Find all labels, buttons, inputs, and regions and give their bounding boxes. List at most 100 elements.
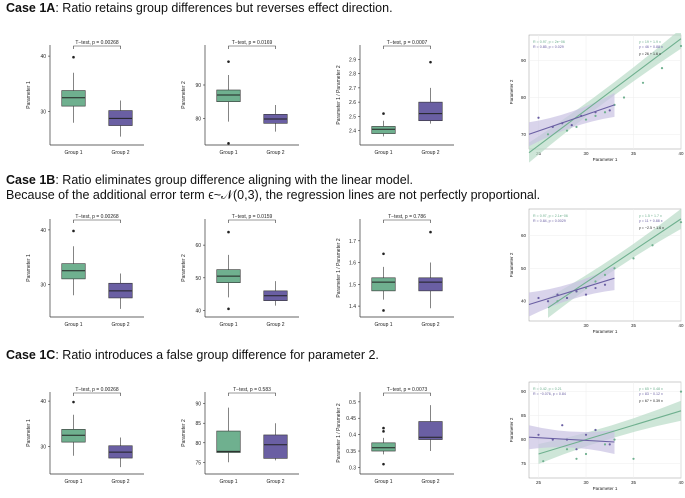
- y-tick-label: 2.5: [349, 114, 356, 120]
- y-tick-label: 30: [40, 110, 46, 116]
- x-tick-label: 40: [678, 151, 684, 156]
- regression-stat: R = 0.84, p = 0.0029: [533, 219, 566, 223]
- data-point: [584, 293, 588, 296]
- data-point: [679, 390, 683, 393]
- y-tick-label: 0.4: [349, 433, 356, 439]
- data-point: [603, 273, 607, 276]
- data-point: [580, 114, 583, 118]
- data-point: [613, 438, 616, 441]
- data-point: [537, 296, 540, 300]
- case-1c-title: Case 1C: Ratio introduces a false group …: [6, 348, 379, 363]
- data-point: [679, 221, 683, 224]
- y-tick-label: 75: [521, 461, 527, 466]
- x-axis-label: Parameter 1: [593, 157, 618, 162]
- x-axis-label: Parameter 1: [593, 329, 618, 334]
- data-point: [546, 300, 550, 303]
- boxplot-panel: 80 90 Parameter 2 Group 1 Group 2 T−test, p =…: [181, 40, 299, 156]
- y-tick-label: 0.45: [346, 416, 356, 422]
- test-label: T−test, p = 0.00268: [75, 214, 119, 220]
- x-tick-label: Group 1: [64, 479, 82, 485]
- test-label: T−test, p = 0.0073: [387, 387, 428, 393]
- x-tick-label: Group 1: [374, 322, 392, 328]
- data-point: [679, 44, 683, 48]
- y-tick-label: 40: [40, 399, 46, 405]
- outlier-point: [227, 60, 230, 63]
- regression-stat: y = 46 + 0.88 x: [639, 45, 663, 49]
- y-tick-label: 2.6: [349, 100, 356, 106]
- x-axis-label: Parameter 1: [593, 486, 618, 491]
- regression-stat: y = −2.5 + 1.6 x: [639, 226, 664, 230]
- test-label: T−test, p = 0.583: [233, 387, 271, 393]
- data-point: [556, 300, 559, 303]
- x-tick-label: Group 2: [421, 322, 439, 328]
- test-label: T−test, p = 0.00268: [75, 40, 119, 46]
- data-point: [542, 460, 545, 463]
- outlier-point: [227, 142, 230, 145]
- y-tick-label: 1.7: [349, 239, 356, 245]
- data-point: [570, 123, 573, 127]
- y-axis-label: Parameter 2: [509, 252, 514, 277]
- data-point: [584, 433, 588, 436]
- outlier-point: [382, 430, 385, 433]
- y-axis-label: Parameter 1: [26, 81, 32, 109]
- x-tick-label: 30: [583, 151, 589, 156]
- regression-stat: y = 26 + 1.6 x: [639, 52, 661, 56]
- regression-line-1: [547, 218, 682, 309]
- outlier-point: [72, 229, 75, 233]
- x-tick-label: 30: [583, 480, 589, 485]
- y-tick-label: 40: [195, 308, 201, 314]
- regression-stat: R = 0.97, p = 2.1e−06: [533, 214, 568, 218]
- outlier-point: [382, 112, 385, 115]
- case-text: : Ratio retains group differences but re…: [55, 1, 393, 15]
- box-1: [61, 90, 86, 107]
- outlier-point: [382, 462, 385, 466]
- data-point: [565, 296, 569, 300]
- x-tick-label: Group 2: [421, 479, 439, 485]
- regression-line-1: [538, 410, 682, 455]
- x-tick-label: Group 1: [219, 322, 237, 328]
- y-tick-label: 30: [40, 282, 46, 288]
- x-tick-label: Group 2: [266, 150, 284, 156]
- x-tick-label: Group 1: [219, 479, 237, 485]
- y-tick-label: 1.4: [349, 304, 356, 310]
- y-axis-label: Parameter 1: [26, 254, 32, 282]
- y-axis-label: Parameter 2: [181, 419, 187, 447]
- data-point: [594, 286, 597, 290]
- boxplot-panel: 30 40 Parameter 1 Group 1 Group 2 T−test, p =…: [26, 40, 144, 156]
- regression-stat: R = −0.076, p = 0.84: [533, 392, 566, 396]
- data-point: [575, 457, 578, 460]
- significance-bracket: [73, 45, 121, 49]
- data-point: [565, 129, 569, 132]
- regression-stat: R = 0.85, p = 0.029: [533, 45, 564, 49]
- significance-bracket: [228, 392, 276, 396]
- data-point: [603, 283, 607, 286]
- data-point: [632, 257, 635, 260]
- box-2: [418, 101, 443, 122]
- data-point: [594, 114, 597, 118]
- regression-stat: y = 11 + 0.88 x: [639, 219, 663, 223]
- x-tick-label: Group 1: [374, 479, 392, 485]
- x-tick-label: Group 1: [219, 150, 237, 156]
- data-point: [546, 133, 550, 136]
- regression-line-1: [528, 38, 682, 154]
- data-point: [594, 280, 597, 283]
- y-tick-label: 80: [195, 116, 201, 122]
- data-point: [575, 125, 578, 129]
- y-tick-label: 70: [521, 132, 527, 137]
- regression-panel: 30 35 40 40 50 60 Parameter 1 Parameter 2 R = 0.…: [509, 208, 684, 334]
- case-1a-title: Case 1A: Ratio retains group differences…: [6, 1, 393, 16]
- y-tick-label: 2.7: [349, 86, 356, 92]
- y-tick-label: 50: [195, 276, 201, 282]
- box-2: [418, 421, 443, 440]
- x-tick-label: 35: [631, 480, 637, 485]
- y-tick-label: 85: [521, 413, 527, 418]
- data-point: [561, 424, 564, 427]
- y-tick-label: 1.5: [349, 282, 356, 288]
- data-point: [613, 267, 616, 270]
- y-axis-label: Parameter 2: [181, 254, 187, 282]
- x-tick-label: 40: [678, 323, 684, 328]
- x-tick-label: Group 2: [111, 322, 129, 328]
- box-2: [418, 277, 443, 292]
- x-tick-label: Group 2: [111, 150, 129, 156]
